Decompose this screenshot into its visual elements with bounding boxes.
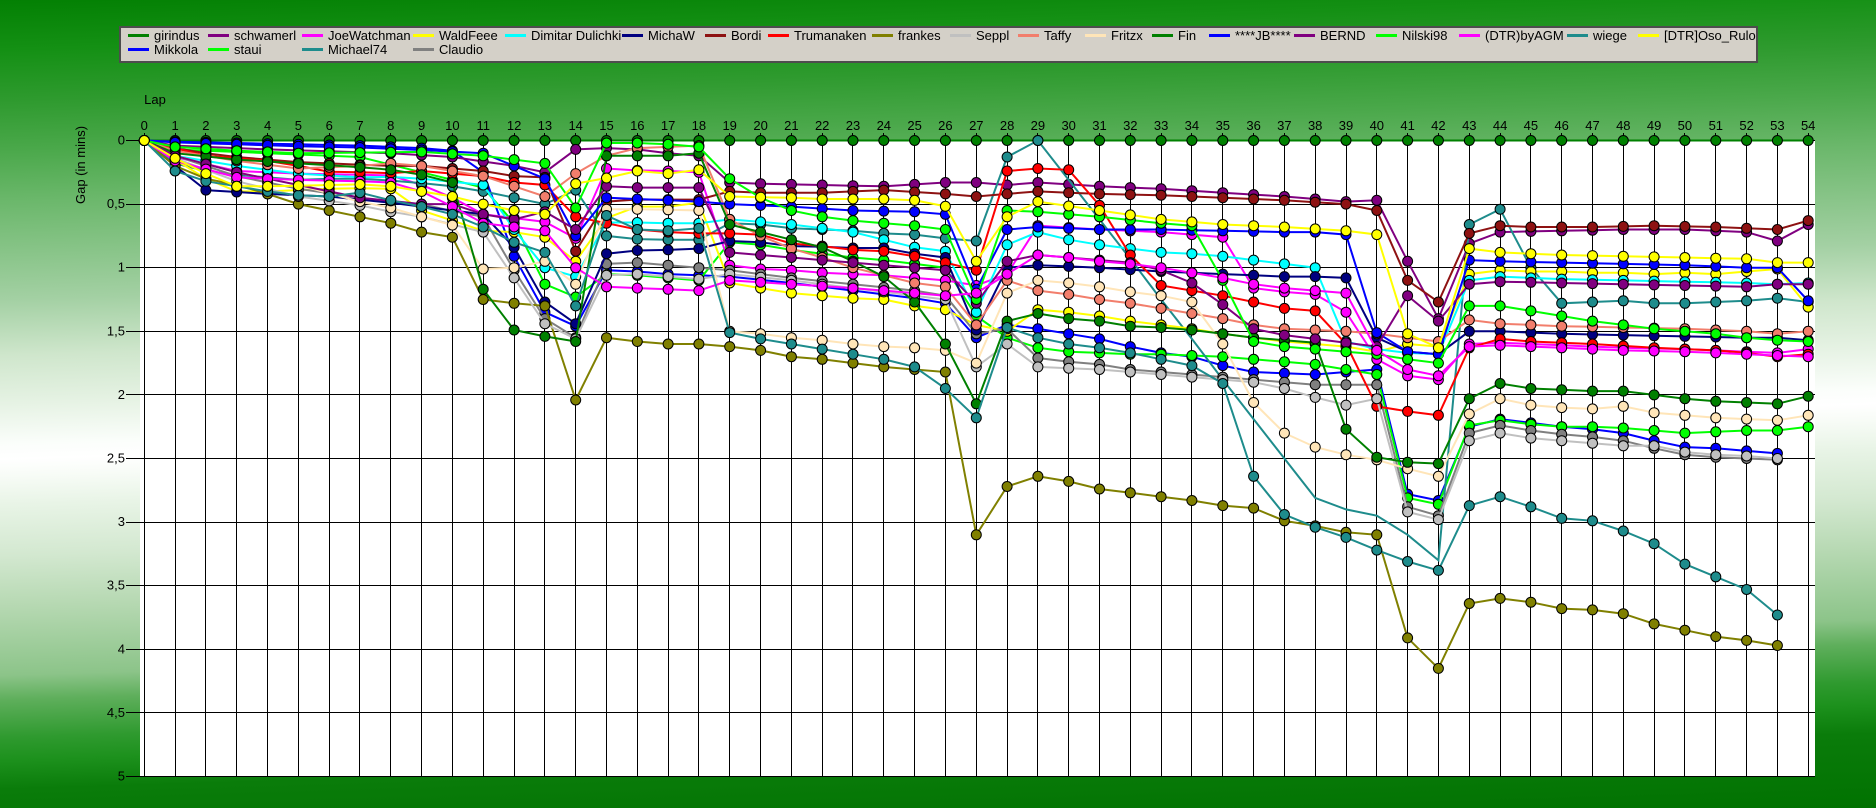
svg-text:11: 11 <box>476 118 490 133</box>
svg-text:38: 38 <box>1308 118 1322 133</box>
svg-text:2: 2 <box>202 118 209 133</box>
svg-text:JoeWatchman: JoeWatchman <box>328 28 411 43</box>
svg-text:BERND: BERND <box>1320 28 1366 43</box>
svg-text:42: 42 <box>1431 118 1445 133</box>
svg-text:53: 53 <box>1770 118 1784 133</box>
svg-text:52: 52 <box>1739 118 1753 133</box>
svg-text:31: 31 <box>1092 118 1106 133</box>
svg-text:0: 0 <box>141 118 148 133</box>
svg-text:1: 1 <box>118 260 125 275</box>
svg-text:35: 35 <box>1216 118 1230 133</box>
svg-text:50: 50 <box>1678 118 1692 133</box>
svg-text:(DTR)byAGM: (DTR)byAGM <box>1485 28 1564 43</box>
svg-text:25: 25 <box>907 118 921 133</box>
svg-text:Fritzx: Fritzx <box>1111 28 1143 43</box>
svg-text:40: 40 <box>1370 118 1384 133</box>
svg-text:4: 4 <box>264 118 271 133</box>
svg-text:21: 21 <box>784 118 798 133</box>
svg-text:8: 8 <box>387 118 394 133</box>
svg-text:13: 13 <box>538 118 552 133</box>
svg-text:27: 27 <box>969 118 983 133</box>
svg-text:34: 34 <box>1185 118 1199 133</box>
svg-text:28: 28 <box>1000 118 1014 133</box>
svg-text:5: 5 <box>295 118 302 133</box>
svg-text:WaldFeee: WaldFeee <box>439 28 498 43</box>
svg-text:4,5: 4,5 <box>107 705 125 720</box>
svg-text:47: 47 <box>1585 118 1599 133</box>
svg-text:39: 39 <box>1339 118 1353 133</box>
svg-text:schwamerl: schwamerl <box>234 28 296 43</box>
svg-text:54: 54 <box>1801 118 1815 133</box>
svg-text:0,5: 0,5 <box>107 196 125 211</box>
svg-text:30: 30 <box>1061 118 1075 133</box>
svg-text:[DTR]Oso_Rulo: [DTR]Oso_Rulo <box>1664 28 1756 43</box>
svg-text:9: 9 <box>418 118 425 133</box>
svg-text:44: 44 <box>1493 118 1507 133</box>
svg-text:49: 49 <box>1647 118 1661 133</box>
svg-text:MichaW: MichaW <box>648 28 696 43</box>
svg-text:staui: staui <box>234 42 262 57</box>
svg-text:****JB****: ****JB**** <box>1235 28 1291 43</box>
svg-text:23: 23 <box>846 118 860 133</box>
svg-text:19: 19 <box>722 118 736 133</box>
svg-text:20: 20 <box>753 118 767 133</box>
svg-text:wiege: wiege <box>1592 28 1627 43</box>
svg-text:16: 16 <box>630 118 644 133</box>
svg-text:17: 17 <box>661 118 675 133</box>
svg-text:Michael74: Michael74 <box>328 42 387 57</box>
svg-text:3: 3 <box>233 118 240 133</box>
svg-text:18: 18 <box>692 118 706 133</box>
svg-text:10: 10 <box>445 118 459 133</box>
svg-text:1,5: 1,5 <box>107 323 125 338</box>
svg-text:24: 24 <box>877 118 891 133</box>
svg-text:37: 37 <box>1277 118 1291 133</box>
svg-text:14: 14 <box>568 118 582 133</box>
svg-text:3,5: 3,5 <box>107 578 125 593</box>
svg-text:45: 45 <box>1524 118 1538 133</box>
svg-text:29: 29 <box>1031 118 1045 133</box>
svg-text:Seppl: Seppl <box>976 28 1009 43</box>
svg-text:3: 3 <box>118 514 125 529</box>
svg-text:1: 1 <box>171 118 178 133</box>
svg-text:frankes: frankes <box>898 28 941 43</box>
svg-text:12: 12 <box>507 118 521 133</box>
svg-text:Mikkola: Mikkola <box>154 42 199 57</box>
svg-text:girindus: girindus <box>154 28 200 43</box>
svg-text:Lap: Lap <box>144 92 166 107</box>
svg-text:Fin: Fin <box>1178 28 1196 43</box>
svg-text:2: 2 <box>118 387 125 402</box>
svg-text:Bordi: Bordi <box>731 28 761 43</box>
svg-text:0: 0 <box>118 133 125 148</box>
svg-text:22: 22 <box>815 118 829 133</box>
svg-text:Claudio: Claudio <box>439 42 483 57</box>
svg-text:48: 48 <box>1616 118 1630 133</box>
svg-text:36: 36 <box>1246 118 1260 133</box>
svg-text:15: 15 <box>599 118 613 133</box>
svg-text:51: 51 <box>1709 118 1723 133</box>
svg-text:Trumanaken: Trumanaken <box>794 28 867 43</box>
svg-text:41: 41 <box>1400 118 1414 133</box>
svg-text:Taffy: Taffy <box>1044 28 1072 43</box>
svg-text:5: 5 <box>118 769 125 784</box>
svg-text:4: 4 <box>118 641 125 656</box>
svg-text:43: 43 <box>1462 118 1476 133</box>
svg-text:2,5: 2,5 <box>107 451 125 466</box>
svg-text:7: 7 <box>356 118 363 133</box>
svg-text:46: 46 <box>1554 118 1568 133</box>
svg-text:Gap (in mins): Gap (in mins) <box>73 126 88 204</box>
svg-text:33: 33 <box>1154 118 1168 133</box>
svg-text:6: 6 <box>326 118 333 133</box>
svg-text:Nilski98: Nilski98 <box>1402 28 1448 43</box>
svg-text:26: 26 <box>938 118 952 133</box>
svg-text:32: 32 <box>1123 118 1137 133</box>
svg-text:Dimitar Dulichki: Dimitar Dulichki <box>531 28 621 43</box>
